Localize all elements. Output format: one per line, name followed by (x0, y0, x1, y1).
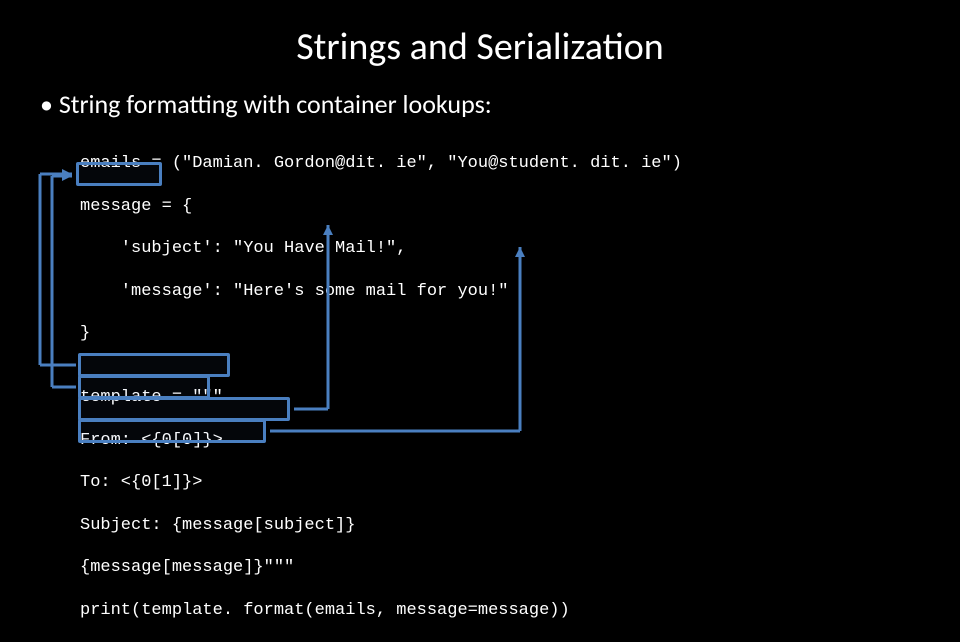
code-line-5: } (80, 323, 960, 344)
code-line-2: message = { (80, 196, 960, 217)
code-line-1: emails = ("Damian. Gordon@dit. ie", "You… (80, 153, 960, 174)
code-line-3: 'subject': "You Have Mail!", (80, 238, 960, 259)
code-line-9: To: <{0[1]}> (80, 472, 960, 493)
slide-title: Strings and Serialization (0, 0, 960, 88)
code-line-10: Subject: {message[subject]} (80, 515, 960, 536)
code-block: emails = ("Damian. Gordon@dit. ie", "You… (0, 132, 960, 642)
bullet-text: String formatting with container lookups… (0, 88, 960, 132)
code-line-11: {message[message]}""" (80, 557, 960, 578)
code-line-8: From: <{0[0]}> (80, 430, 960, 451)
code-line-7: template = """ (80, 387, 960, 408)
code-line-12: print(template. format(emails, message=m… (80, 600, 960, 621)
code-line-4: 'message': "Here's some mail for you!" (80, 281, 960, 302)
